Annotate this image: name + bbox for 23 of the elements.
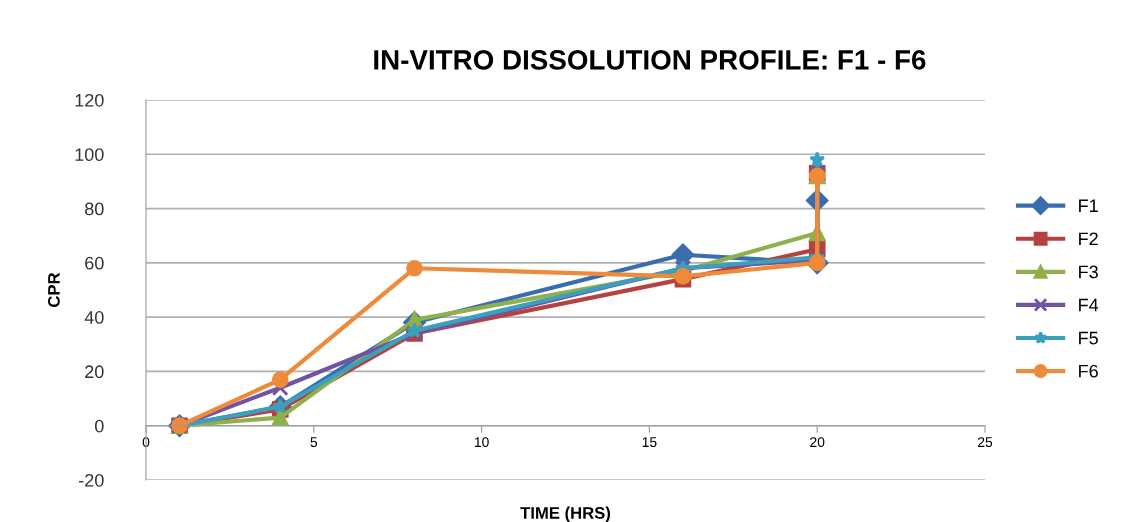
x-tick-label: 5	[310, 437, 318, 448]
y-tick-label: 100	[75, 148, 104, 162]
y-tick-label: 120	[75, 93, 104, 107]
y-tick-label: 40	[84, 311, 104, 324]
x-tick-label: 10	[474, 437, 489, 448]
y-tick-label: 20	[85, 365, 104, 379]
x-tick-label: 15	[642, 437, 657, 448]
x-tick-label: 20	[810, 437, 825, 448]
legend-label: F4	[1079, 298, 1099, 312]
legend-label: F5	[1079, 331, 1098, 345]
legend-label: F2	[1079, 232, 1098, 246]
y-tick-label: -20	[79, 473, 104, 487]
y-tick-label: 80	[85, 202, 104, 216]
x-axis-title: TIME (HRS)	[520, 506, 611, 522]
x-tick-label: 25	[977, 437, 993, 448]
legend-label: F6	[1079, 364, 1098, 378]
y-tick-label: 60	[85, 256, 104, 270]
chart-title: IN-VITRO DISSOLUTION PROFILE: F1 - F6	[374, 50, 926, 70]
legend-label: F1	[1079, 199, 1098, 212]
y-axis-title: CPR	[48, 272, 60, 307]
legend-label: F3	[1079, 265, 1098, 279]
y-tick-label: 0	[95, 419, 104, 433]
x-tick-label: 0	[142, 437, 150, 448]
